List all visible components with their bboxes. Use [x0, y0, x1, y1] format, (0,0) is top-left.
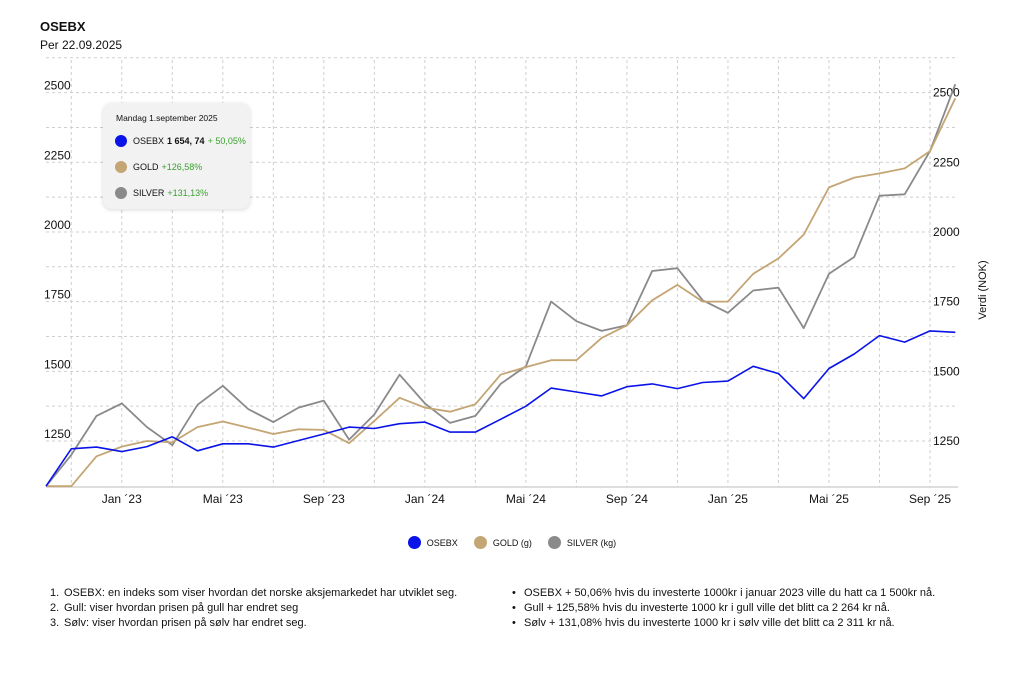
legend-item-osebx[interactable]: OSEBX: [407, 536, 458, 549]
line-chart: 1250 1250 1500 1500 1750 1750 2000 2000 2250 2250…: [44, 57, 989, 506]
y-tick-label-right: 1500: [933, 364, 960, 378]
y-tick-label-left: 2500: [44, 79, 71, 93]
x-tick-label: Mai ´24: [506, 492, 546, 506]
bullet-item: • OSEBX + 50,06% hvis du investerte 1000k…: [512, 587, 936, 599]
silver-legend-dot-icon: [547, 536, 561, 549]
note-text: OSEBX: en indeks som viser hvordan det n…: [64, 587, 458, 599]
y-tick-label-left: 1750: [44, 288, 71, 302]
y-axis-title: Verdi (NOK): [977, 260, 989, 319]
legend-item-gold[interactable]: GOLD (g): [473, 536, 532, 549]
bullet-text: Gull + 125,58% hvis du investerte 1000 k…: [524, 602, 890, 614]
bullet-text: OSEBX + 50,06% hvis du investerte 1000kr…: [524, 587, 936, 599]
x-tick-label: Mai ´23: [203, 492, 243, 506]
legend-label: SILVER (kg): [566, 537, 617, 548]
tooltip-series-name: SILVER: [133, 188, 165, 198]
chart-tooltip: Mandag 1.september 2025 OSEBX 1 654, 74 …: [103, 103, 250, 209]
tooltip-row-osebx: OSEBX 1 654, 74 + 50,05%: [115, 135, 246, 147]
note-item: 3. Sølv: viser hvordan prisen på sølv har…: [50, 616, 457, 631]
tooltip-series-change: +126,58%: [161, 162, 203, 172]
tooltip-series-name: GOLD: [133, 162, 159, 172]
x-tick-label: Jan ´25: [708, 492, 748, 506]
note-number: 1.: [50, 587, 60, 599]
x-tick-label: Jan ´24: [405, 492, 445, 506]
y-tick-label-left: 1500: [44, 357, 71, 371]
y-tick-label-right: 1250: [933, 434, 960, 448]
note-item: 2. Gull: viser hvordan prisen på gull har…: [50, 601, 457, 616]
osebx-dot-icon: [115, 135, 127, 147]
y-tick-label-right: 2000: [933, 225, 960, 239]
bullet-text: Sølv + 131,08% hvis du investerte 1000 k…: [524, 617, 895, 629]
tooltip-date: Mandag 1.september 2025: [116, 113, 218, 123]
x-tick-label: Mai ´25: [809, 492, 849, 506]
tooltip-row-silver: SILVER +131,13%: [115, 187, 208, 199]
x-tick-label: Sep ´24: [606, 492, 648, 506]
series-line-gold: [46, 97, 957, 488]
bullet-item: • Sølv + 131,08% hvis du investerte 1000 …: [512, 617, 895, 629]
tooltip-series-change: + 50,05%: [207, 136, 246, 146]
x-tick-label: Sep ´25: [909, 492, 951, 506]
y-tick-label-left: 1250: [44, 427, 71, 441]
gold-dot-icon: [115, 161, 127, 173]
bullet-item: • Gull + 125,58% hvis du investerte 1000 …: [512, 602, 890, 614]
chart-legend: OSEBX GOLD (g) SILVER (kg): [0, 536, 1024, 549]
legend-item-silver[interactable]: SILVER (kg): [547, 536, 617, 549]
y-tick-label-right: 2250: [933, 155, 960, 169]
note-item: 1. OSEBX: en indeks som viser hvordan det…: [50, 586, 457, 601]
note-number: 2.: [50, 602, 60, 614]
gold-legend-dot-icon: [473, 536, 487, 549]
bullet-notes: • OSEBX + 50,06% hvis du investerte 1000k…: [512, 586, 935, 631]
note-number: 3.: [50, 617, 60, 629]
x-tick-label: Jan ´23: [102, 492, 142, 506]
chart-subtitle: Per 22.09.2025: [40, 38, 123, 52]
tooltip-series-name: OSEBX: [133, 136, 165, 146]
note-text: Gull: viser hvordan prisen på gull har e…: [64, 602, 299, 614]
tooltip-series-value: 1 654, 74: [167, 136, 205, 146]
silver-dot-icon: [115, 187, 127, 199]
tooltip-series-change: +131,13%: [167, 188, 209, 198]
y-tick-label-left: 2000: [44, 218, 71, 232]
tooltip-row-gold: GOLD +126,58%: [115, 161, 202, 173]
series-line-osebx: [45, 330, 956, 487]
chart-title: OSEBX: [40, 19, 86, 34]
x-tick-label: Sep ´23: [303, 492, 345, 506]
osebx-legend-dot-icon: [407, 536, 421, 549]
numbered-notes: 1. OSEBX: en indeks som viser hvordan det…: [50, 586, 457, 631]
y-tick-label-right: 1750: [933, 295, 960, 309]
legend-label: GOLD (g): [492, 537, 532, 548]
y-tick-label-right: 2500: [933, 86, 960, 100]
note-text: Sølv: viser hvordan prisen på sølv har e…: [64, 617, 307, 629]
series-line-silver: [45, 83, 957, 487]
y-tick-label-left: 2250: [44, 148, 71, 162]
legend-label: OSEBX: [426, 537, 458, 548]
